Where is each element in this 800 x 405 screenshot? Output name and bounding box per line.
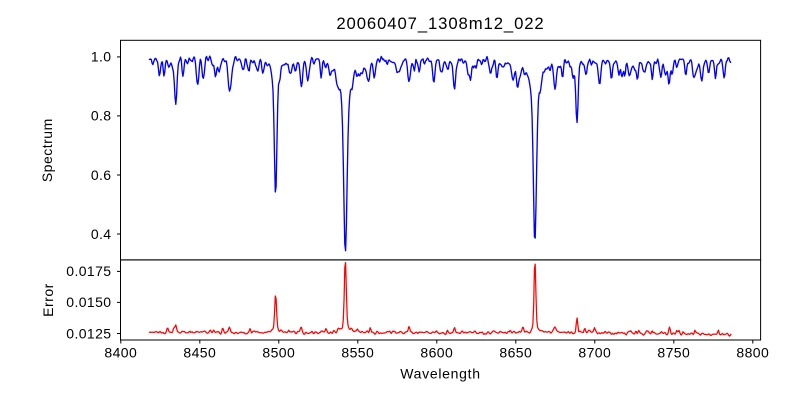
svg-text:8400: 8400 (104, 345, 137, 361)
svg-text:Wavelength: Wavelength (400, 366, 480, 382)
svg-text:1.0: 1.0 (91, 49, 112, 65)
svg-text:0.6: 0.6 (91, 167, 112, 183)
svg-text:0.0175: 0.0175 (66, 263, 111, 279)
svg-text:0.8: 0.8 (91, 108, 112, 124)
svg-text:0.0150: 0.0150 (66, 294, 111, 310)
svg-text:8800: 8800 (736, 345, 769, 361)
svg-text:8750: 8750 (657, 345, 690, 361)
svg-text:8550: 8550 (341, 345, 374, 361)
svg-text:8650: 8650 (499, 345, 532, 361)
svg-text:8600: 8600 (420, 345, 453, 361)
svg-text:0.4: 0.4 (91, 226, 112, 242)
svg-text:Error: Error (40, 283, 56, 317)
svg-text:0.0125: 0.0125 (66, 325, 111, 341)
svg-text:20060407_1308m12_022: 20060407_1308m12_022 (336, 14, 544, 33)
svg-text:8700: 8700 (578, 345, 611, 361)
svg-text:Spectrum: Spectrum (39, 118, 55, 182)
svg-text:8500: 8500 (262, 345, 295, 361)
svg-text:8450: 8450 (183, 345, 216, 361)
